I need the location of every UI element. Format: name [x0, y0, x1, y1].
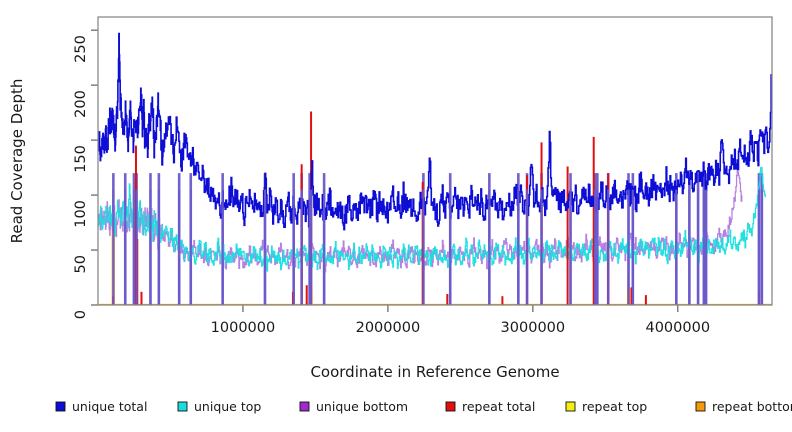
legend-swatch — [565, 401, 576, 412]
legend-item[interactable]: unique bottom — [299, 399, 408, 414]
x-axis-ticks: 1000000 2000000 3000000 4000000 — [211, 305, 710, 336]
legend-label: repeat total — [462, 399, 535, 414]
legend-item[interactable]: repeat bottom — [695, 399, 792, 414]
y-tick-label: 150 — [73, 145, 89, 173]
legend-item[interactable]: unique top — [177, 399, 261, 414]
legend-swatch — [695, 401, 706, 412]
legend-swatch — [299, 401, 310, 412]
legend-label: unique bottom — [316, 399, 408, 414]
y-tick-label: 50 — [73, 255, 89, 273]
legend-swatch — [177, 401, 188, 412]
chart-legend: unique total unique top unique bottom repea… — [55, 399, 792, 414]
y-tick-label: 0 — [73, 310, 89, 319]
series-unique-total — [98, 32, 772, 231]
x-axis-title: Coordinate in Reference Genome — [310, 363, 559, 381]
y-axis-title: Read Coverage Depth — [8, 79, 26, 244]
legend-label: repeat top — [582, 399, 647, 414]
y-tick-label: 250 — [73, 35, 89, 63]
legend-label: repeat bottom — [712, 399, 792, 414]
y-tick-label: 100 — [73, 200, 89, 228]
legend-swatch — [445, 401, 456, 412]
legend-label: unique top — [194, 399, 261, 414]
legend-swatch — [55, 401, 66, 412]
x-tick-label: 4000000 — [645, 320, 710, 336]
legend-item[interactable]: repeat top — [565, 399, 647, 414]
x-tick-label: 3000000 — [501, 320, 566, 336]
x-tick-label: 2000000 — [356, 320, 421, 336]
series-layer — [98, 32, 772, 305]
legend-label: unique total — [72, 399, 147, 414]
legend-item[interactable]: unique total — [55, 399, 147, 414]
plot-area-border — [97, 16, 773, 306]
y-axis-ticks: 0 50 100 150 200 250 — [73, 29, 98, 319]
legend-item[interactable]: repeat total — [445, 399, 535, 414]
y-tick-label: 200 — [73, 90, 89, 118]
x-tick-label: 1000000 — [211, 320, 276, 336]
